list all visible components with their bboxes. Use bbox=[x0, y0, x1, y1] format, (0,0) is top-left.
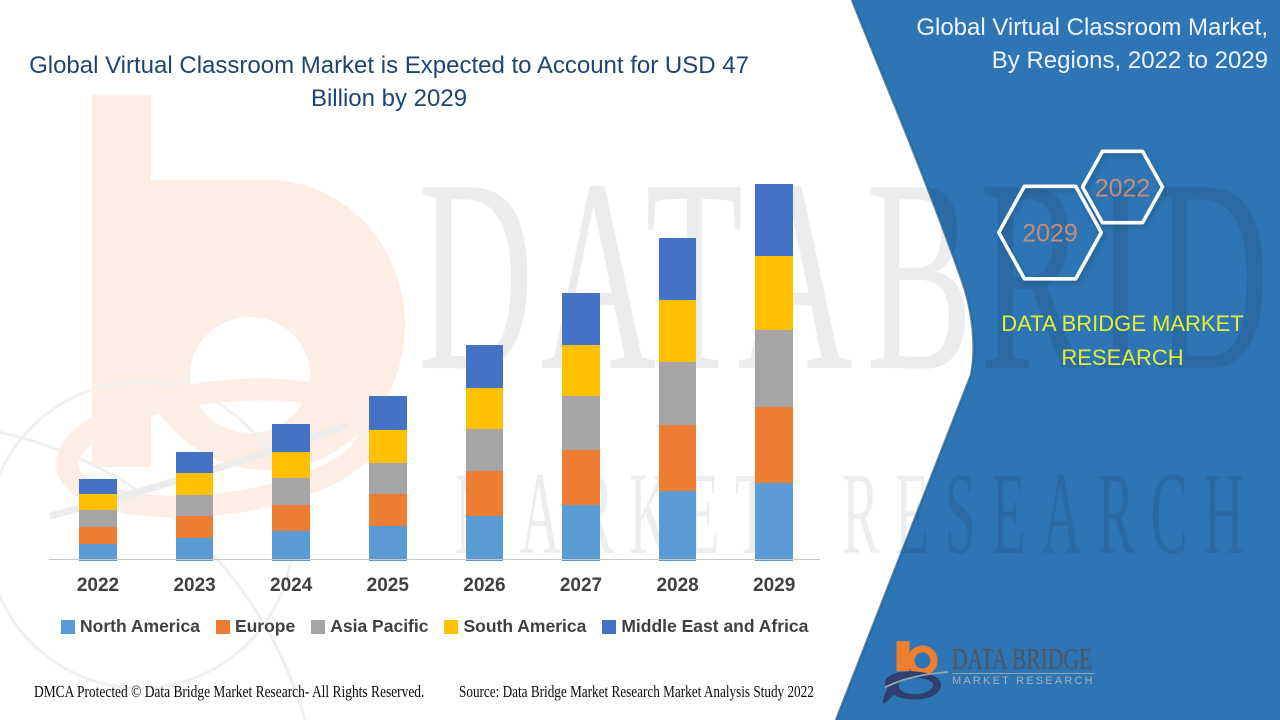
svg-text:2029: 2029 bbox=[1022, 219, 1078, 247]
svg-text:2022: 2022 bbox=[1095, 174, 1151, 202]
